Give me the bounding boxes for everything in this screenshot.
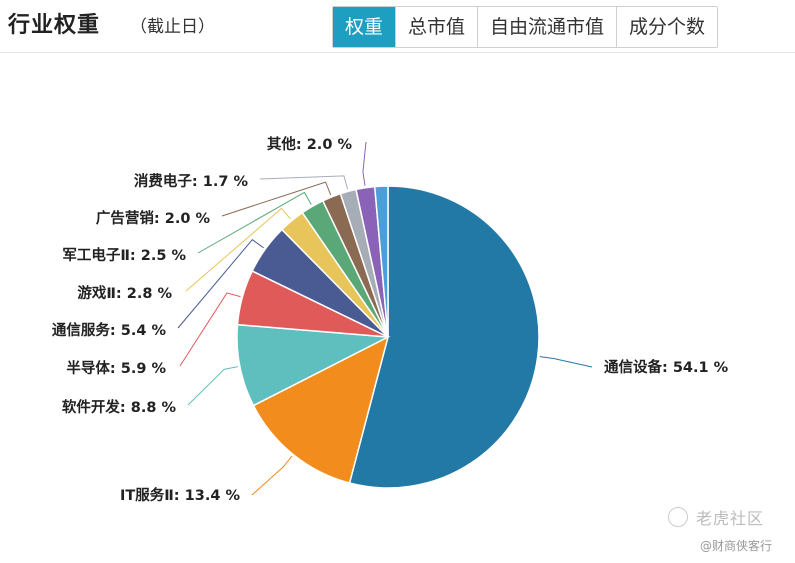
leader-line <box>251 455 293 496</box>
tab-constituent-count[interactable]: 成分个数 <box>616 7 718 47</box>
slice-label: 军工电子Ⅱ: 2.5 % <box>62 246 186 264</box>
watermark-author: @财商侠客行 <box>700 539 773 553</box>
header-divider <box>0 52 795 53</box>
leader-line <box>187 366 238 406</box>
slice-label: 游戏Ⅱ: 2.8 % <box>77 284 172 302</box>
leader-line <box>185 207 291 292</box>
slice-label: 消费电子: 1.7 % <box>134 172 249 190</box>
leader-line <box>259 175 349 190</box>
leader-line <box>539 356 593 368</box>
slice-label: 其他: 2.0 % <box>267 135 353 153</box>
slice-label: 广告营销: 2.0 % <box>96 209 211 227</box>
pie-slice[interactable] <box>348 185 540 489</box>
slice-label: 通信服务: 5.4 % <box>52 321 167 339</box>
tab-weight[interactable]: 权重 <box>333 7 396 47</box>
slice-label: 软件开发: 8.8 % <box>62 398 177 416</box>
slice-label: 通信设备: 54.1 % <box>604 358 729 376</box>
pie-slice[interactable] <box>252 335 390 484</box>
slice-label: 半导体: 5.9 % <box>66 359 166 377</box>
leader-line <box>362 141 367 186</box>
leader-line <box>179 292 241 367</box>
metric-tabs: 权重 总市值 自由流通市值 成分个数 <box>332 6 719 48</box>
chart-title: 行业权重 <box>8 13 101 38</box>
tab-total-market-cap[interactable]: 总市值 <box>395 7 478 47</box>
watermark-brand: 老虎社区 <box>668 505 764 529</box>
tab-free-float-market-cap[interactable]: 自由流通市值 <box>477 7 617 47</box>
leader-line <box>177 239 264 329</box>
leader-line <box>221 181 332 217</box>
pie-slice[interactable] <box>236 323 391 407</box>
leader-line <box>197 191 312 254</box>
slice-label: IT服务Ⅱ: 13.4 % <box>120 486 241 504</box>
chart-header: 行业权重 （截止日） 权重 总市值 自由流通市值 成分个数 <box>0 0 795 52</box>
brand-logo-icon <box>668 507 688 527</box>
chart-subtitle: （截止日） <box>130 17 215 37</box>
pie-slice[interactable] <box>373 185 389 338</box>
watermark-brand-text: 老虎社区 <box>696 509 765 528</box>
